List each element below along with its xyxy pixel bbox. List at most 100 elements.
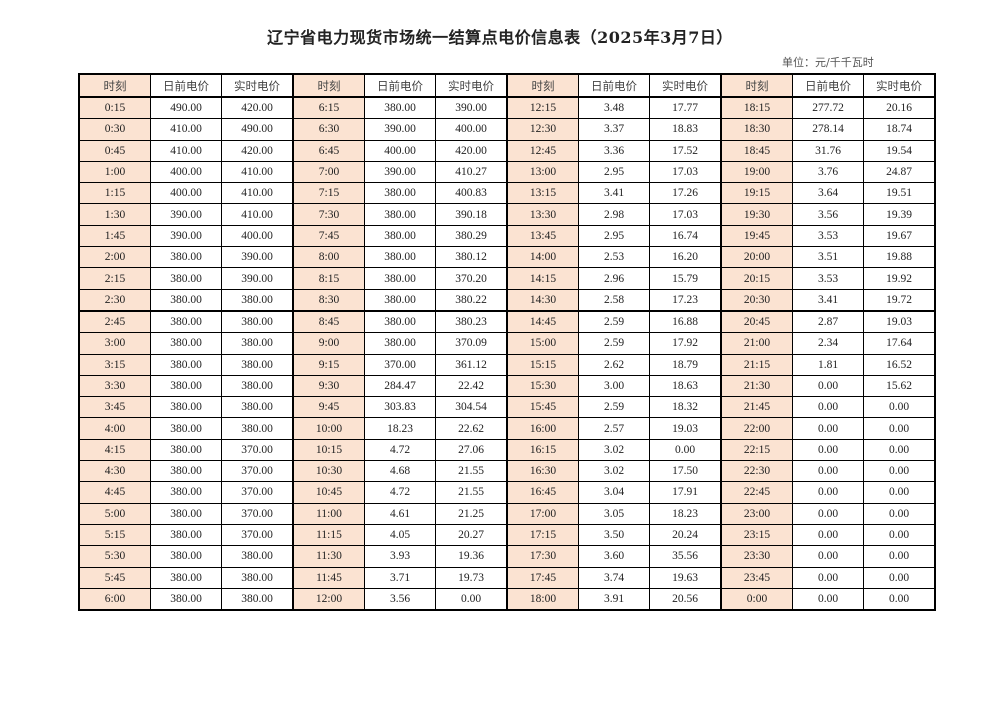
cell-day-ahead-price: 3.02 [578, 438, 650, 462]
cell-real-time-price: 17.50 [649, 460, 722, 483]
cell-day-ahead-price: 0.00 [792, 545, 864, 568]
cell-real-time-price: 410.27 [435, 160, 508, 184]
cell-day-ahead-price: 380.00 [150, 523, 222, 547]
cell-day-ahead-price: 0.00 [792, 374, 864, 398]
cell-time: 16:30 [506, 460, 579, 483]
cell-time: 17:15 [506, 523, 579, 547]
cell-real-time-price: 17.26 [649, 182, 722, 205]
cell-real-time-price: 17.52 [649, 139, 722, 162]
cell-real-time-price: 19.67 [863, 224, 936, 248]
cell-time: 20:45 [720, 310, 793, 334]
cell-day-ahead-price: 390.00 [150, 203, 222, 226]
cell-day-ahead-price: 390.00 [150, 224, 222, 248]
cell-day-ahead-price: 284.47 [364, 374, 436, 398]
cell-real-time-price: 390.00 [221, 267, 294, 290]
cell-day-ahead-price: 380.00 [150, 545, 222, 568]
cell-day-ahead-price: 380.00 [150, 417, 222, 440]
column-header-day-ahead-price: 日前电价 [578, 73, 650, 98]
cell-day-ahead-price: 410.00 [150, 139, 222, 162]
cell-day-ahead-price: 3.64 [792, 182, 864, 205]
cell-day-ahead-price: 3.60 [578, 545, 650, 568]
cell-day-ahead-price: 370.00 [364, 353, 436, 376]
cell-time: 13:45 [506, 224, 579, 248]
cell-time: 19:00 [720, 160, 793, 184]
cell-time: 18:45 [720, 139, 793, 162]
cell-time: 1:15 [78, 182, 151, 205]
cell-time: 7:45 [292, 224, 365, 248]
table-row: 1:45 390.00 400.00 7:45 380.00 380.29 13:45 2.9… [78, 224, 936, 248]
unit-label: 单位：元/千千瓦时 [782, 56, 874, 69]
cell-real-time-price: 400.00 [221, 224, 294, 248]
cell-real-time-price: 380.29 [435, 224, 508, 248]
cell-day-ahead-price: 2.95 [578, 224, 650, 248]
cell-time: 21:30 [720, 374, 793, 398]
cell-time: 5:45 [78, 566, 151, 589]
cell-time: 9:30 [292, 374, 365, 398]
cell-day-ahead-price: 2.87 [792, 310, 864, 334]
cell-real-time-price: 20.56 [649, 587, 722, 611]
cell-day-ahead-price: 380.00 [364, 96, 436, 120]
cell-day-ahead-price: 2.95 [578, 160, 650, 184]
cell-time: 7:15 [292, 182, 365, 205]
cell-day-ahead-price: 410.00 [150, 118, 222, 141]
cell-time: 23:30 [720, 545, 793, 568]
cell-real-time-price: 24.87 [863, 160, 936, 184]
cell-day-ahead-price: 3.51 [792, 246, 864, 269]
cell-real-time-price: 20.16 [863, 96, 936, 120]
cell-day-ahead-price: 2.59 [578, 332, 650, 355]
cell-real-time-price: 19.03 [863, 310, 936, 334]
cell-time: 8:45 [292, 310, 365, 334]
cell-day-ahead-price: 0.00 [792, 438, 864, 462]
cell-time: 17:45 [506, 566, 579, 589]
cell-time: 1:45 [78, 224, 151, 248]
cell-real-time-price: 16.74 [649, 224, 722, 248]
cell-real-time-price: 400.00 [435, 118, 508, 141]
cell-real-time-price: 17.91 [649, 481, 722, 504]
cell-time: 21:15 [720, 353, 793, 376]
cell-real-time-price: 19.72 [863, 288, 936, 312]
cell-day-ahead-price: 4.05 [364, 523, 436, 547]
cell-time: 11:00 [292, 502, 365, 525]
cell-real-time-price: 490.00 [221, 118, 294, 141]
cell-real-time-price: 0.00 [863, 502, 936, 525]
cell-time: 23:45 [720, 566, 793, 589]
cell-real-time-price: 0.00 [863, 417, 936, 440]
table-body: 0:15 490.00 420.00 6:15 380.00 390.00 12:15 3.4… [78, 96, 936, 611]
column-header-time: 时刻 [506, 73, 579, 98]
cell-real-time-price: 370.00 [221, 460, 294, 483]
table-row: 0:30 410.00 490.00 6:30 390.00 400.00 12:30 3.3… [78, 118, 936, 141]
cell-real-time-price: 370.09 [435, 332, 508, 355]
cell-time: 15:45 [506, 396, 579, 419]
cell-real-time-price: 19.03 [649, 417, 722, 440]
cell-day-ahead-price: 380.00 [150, 353, 222, 376]
cell-day-ahead-price: 380.00 [364, 182, 436, 205]
cell-day-ahead-price: 3.93 [364, 545, 436, 568]
cell-real-time-price: 361.12 [435, 353, 508, 376]
cell-time: 11:15 [292, 523, 365, 547]
cell-time: 15:30 [506, 374, 579, 398]
cell-day-ahead-price: 3.74 [578, 566, 650, 589]
table-row: 5:00 380.00 370.00 11:00 4.61 21.25 17:00 3.05 1… [78, 502, 936, 525]
cell-day-ahead-price: 3.00 [578, 374, 650, 398]
cell-time: 11:45 [292, 566, 365, 589]
cell-time: 11:30 [292, 545, 365, 568]
column-header-time: 时刻 [720, 73, 793, 98]
table-row: 4:30 380.00 370.00 10:30 4.68 21.55 16:30 3.02 1… [78, 460, 936, 483]
cell-day-ahead-price: 380.00 [150, 502, 222, 525]
table-row: 4:15 380.00 370.00 10:15 4.72 27.06 16:15 3.02 0… [78, 438, 936, 462]
cell-time: 3:30 [78, 374, 151, 398]
table-row: 3:45 380.00 380.00 9:45 303.83 304.54 15:45 2.5… [78, 396, 936, 419]
cell-time: 7:00 [292, 160, 365, 184]
table-row: 0:15 490.00 420.00 6:15 380.00 390.00 12:15 3.4… [78, 96, 936, 120]
cell-real-time-price: 17.77 [649, 96, 722, 120]
cell-real-time-price: 0.00 [649, 438, 722, 462]
cell-real-time-price: 370.00 [221, 523, 294, 547]
cell-time: 18:00 [506, 587, 579, 611]
cell-real-time-price: 19.63 [649, 566, 722, 589]
cell-real-time-price: 390.18 [435, 203, 508, 226]
cell-real-time-price: 19.73 [435, 566, 508, 589]
cell-day-ahead-price: 0.00 [792, 502, 864, 525]
cell-day-ahead-price: 3.91 [578, 587, 650, 611]
cell-time: 22:00 [720, 417, 793, 440]
cell-time: 8:15 [292, 267, 365, 290]
